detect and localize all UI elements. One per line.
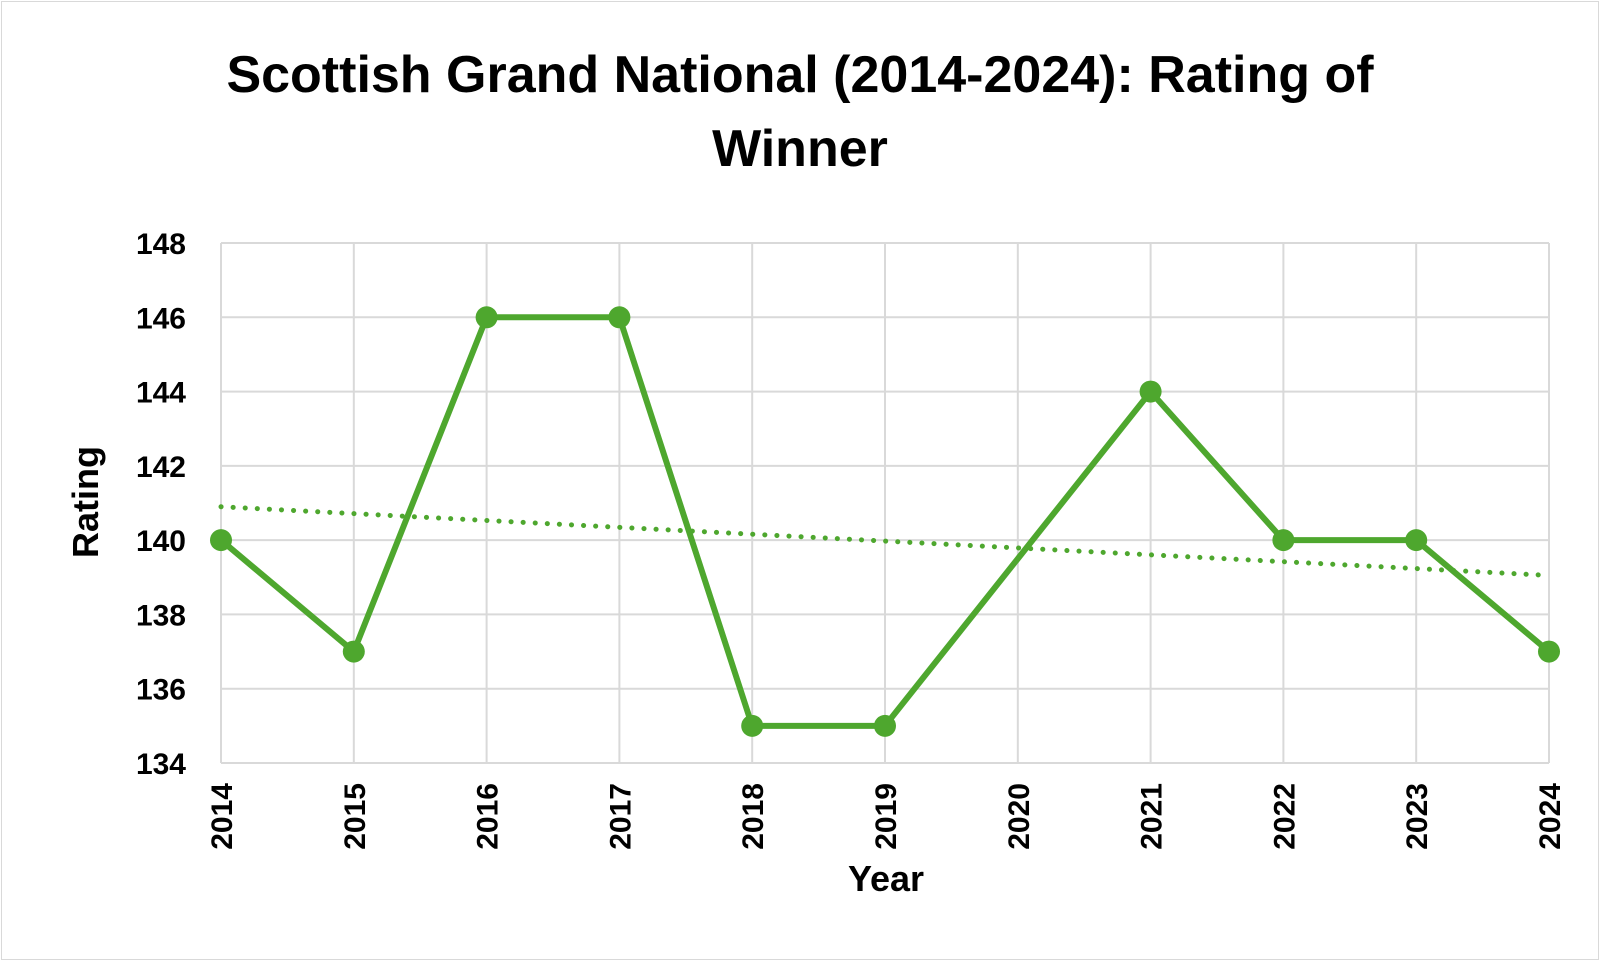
y-axis-ticks: 134 136 138 140 142 144 146 148 <box>136 228 186 781</box>
gridlines <box>220 242 1550 764</box>
x-tick-label: 2014 <box>206 783 239 850</box>
y-tick-label: 142 <box>136 451 186 484</box>
trendline-path <box>218 504 1552 578</box>
x-tick-label: 2019 <box>870 783 903 850</box>
data-point-2014 <box>210 529 232 552</box>
data-point-2016 <box>475 306 498 329</box>
y-tick-label: 136 <box>136 674 186 707</box>
y-tick-label: 134 <box>136 748 186 781</box>
y-tick-label: 144 <box>136 377 186 410</box>
chart-title: Scottish Grand National (2014-2024): Rat… <box>0 38 1600 186</box>
data-point-2021 <box>1139 380 1162 403</box>
series-markers <box>210 306 1560 737</box>
x-tick-label: 2020 <box>1003 783 1036 850</box>
x-tick-label: 2024 <box>1534 783 1567 850</box>
x-axis-ticks: 2014 2015 2016 2017 2018 2019 2020 2021 2022 2023… <box>206 783 1567 850</box>
y-axis-title: Rating <box>65 446 106 558</box>
x-tick-label: 2018 <box>737 783 770 850</box>
x-tick-label: 2023 <box>1401 783 1434 850</box>
y-tick-label: 146 <box>136 302 186 335</box>
data-point-2019 <box>874 714 896 737</box>
chart-title-line-2: Winner <box>712 120 888 178</box>
y-tick-label: 140 <box>136 525 186 558</box>
trendline <box>218 504 1552 578</box>
x-tick-label: 2017 <box>604 783 637 850</box>
data-point-2023 <box>1405 529 1428 552</box>
x-axis-title: Year <box>848 858 924 899</box>
x-tick-label: 2016 <box>472 783 505 850</box>
x-tick-label: 2021 <box>1136 783 1169 850</box>
x-tick-label: 2022 <box>1268 783 1301 850</box>
data-point-2015 <box>342 640 365 663</box>
chart-title-line-1: Scottish Grand National (2014-2024): Rat… <box>226 46 1374 104</box>
y-tick-label: 138 <box>136 599 186 632</box>
x-tick-label: 2015 <box>339 783 372 850</box>
data-point-2018 <box>741 714 764 737</box>
y-tick-label: 148 <box>136 228 186 261</box>
data-point-2022 <box>1272 529 1295 552</box>
data-point-2024 <box>1538 640 1560 663</box>
data-point-2017 <box>608 306 631 329</box>
